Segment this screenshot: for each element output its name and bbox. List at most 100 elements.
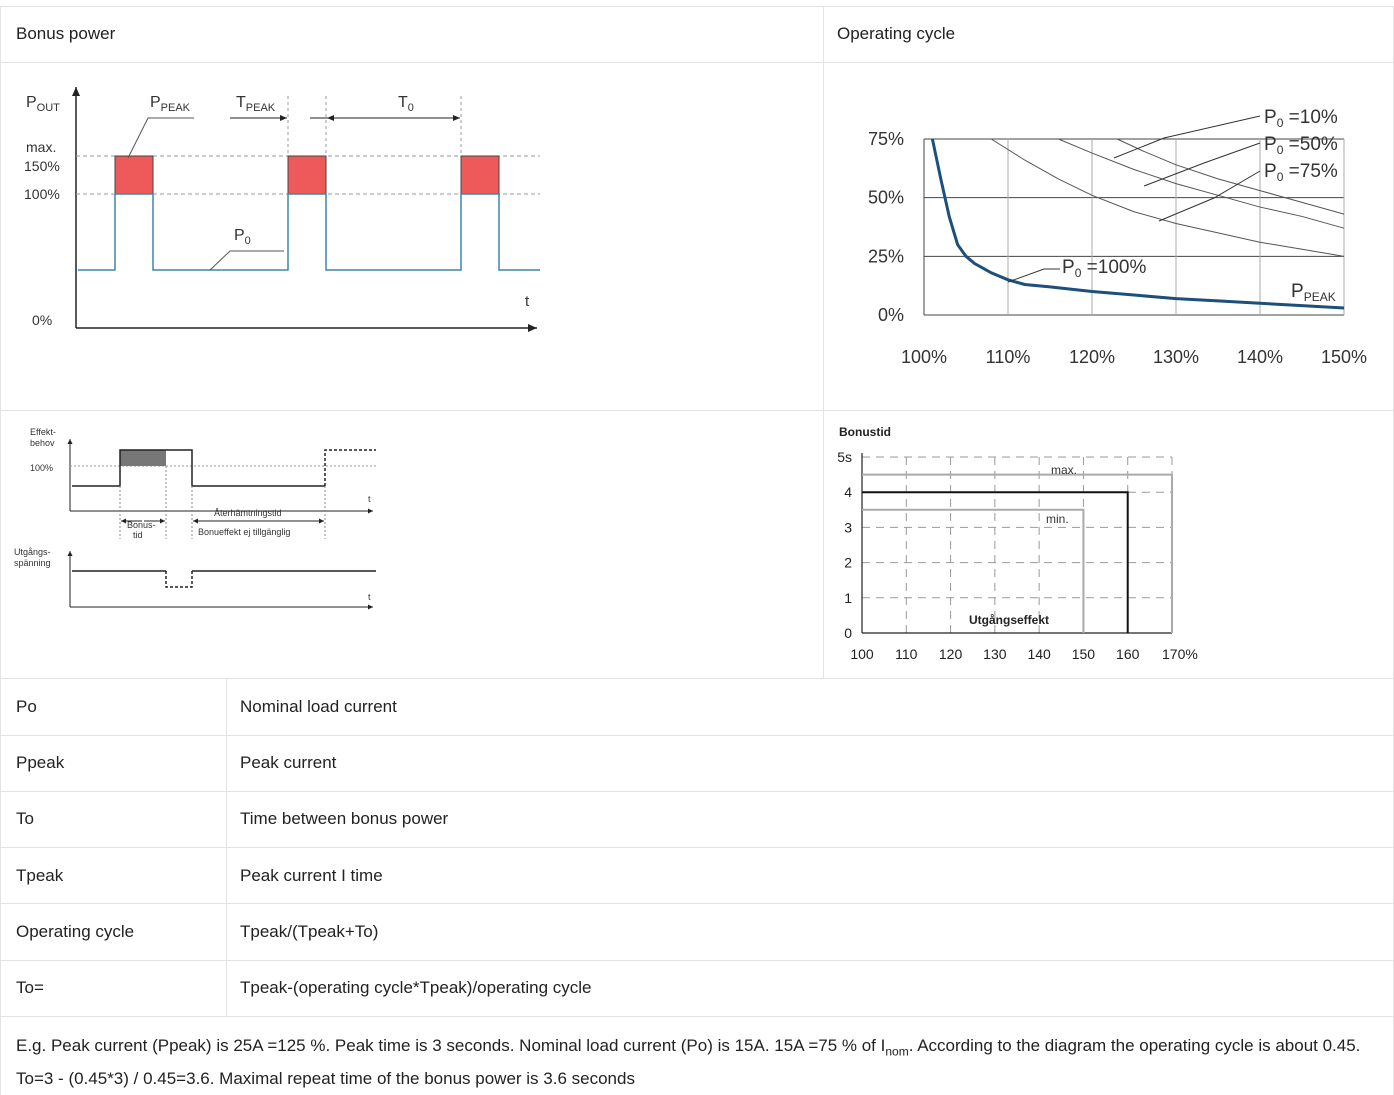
table-row-value: Tpeak-(operating cycle*Tpeak)/operating …	[240, 978, 592, 997]
utgangseffekt-label: Utgångseffekt	[969, 613, 1049, 627]
x-tick-label: 150%	[1321, 347, 1367, 367]
operating-cycle-chart: 100% 110% 120% 130% 140% 150%0%25%50%75% P0 =…	[868, 107, 1367, 367]
ppeak-leader	[127, 117, 194, 159]
series-line	[930, 138, 1345, 310]
table-row-value: Time between bonus power	[240, 809, 449, 828]
y-tick-label: 0%	[878, 305, 904, 325]
peak-block	[287, 155, 327, 195]
p10-leader	[1113, 115, 1261, 159]
utg-label-2: spänning	[14, 558, 51, 568]
table-row-key: To	[16, 809, 34, 828]
y-tick-label: 0	[844, 625, 852, 641]
p75-sub: 0	[1277, 170, 1284, 184]
header-operating-cycle: Operating cycle	[837, 24, 956, 43]
y150-label: 150%	[24, 158, 60, 174]
p100-sub: 0	[1075, 266, 1082, 280]
t0-label: T	[398, 94, 408, 111]
p75-val: =75%	[1283, 161, 1338, 182]
table-row-value: Tpeak/(Tpeak+To)	[240, 922, 379, 941]
p50-label: P	[1264, 134, 1277, 155]
p10-label: P	[1264, 107, 1277, 128]
x-tick-label: 100%	[901, 347, 947, 367]
grid-line	[0, 678, 1394, 679]
svg-text:P0: P0	[234, 227, 251, 247]
p10-sub: 0	[1277, 116, 1284, 130]
max-line-label: max.	[1051, 463, 1077, 477]
series-line	[862, 473, 1173, 633]
series-line	[862, 491, 1129, 633]
series-line	[1058, 138, 1345, 229]
ppeak-label: P	[150, 94, 161, 111]
grid-line	[0, 62, 1394, 63]
ppeak-sub: PEAK	[161, 102, 191, 114]
header-bonus-power: Bonus power	[16, 24, 116, 43]
grid-line	[0, 735, 1394, 736]
grid-line	[0, 847, 1394, 848]
y100-label: 100%	[24, 186, 60, 202]
table-row-value: Peak current	[240, 753, 337, 772]
svg-text:P0 =50%: P0 =50%	[1264, 134, 1338, 157]
effekt-label-2: behov	[30, 438, 55, 448]
x-tick-label: 120%	[1069, 347, 1115, 367]
p75-label: P	[1264, 161, 1277, 182]
p100-val: =100%	[1081, 257, 1146, 278]
y-tick-label: 4	[844, 484, 852, 500]
bonus-time-schematic: Effekt- behov 100% t Bonus- tid Återhämt…	[14, 427, 376, 610]
grid-line	[0, 410, 1394, 411]
t0-sub: 0	[408, 102, 414, 114]
bonus-block	[120, 450, 166, 466]
p100-leader	[1007, 268, 1060, 283]
p50-sub: 0	[1277, 143, 1284, 157]
bonus-label-1: Bonus-	[127, 520, 156, 530]
grid-line	[0, 903, 1394, 904]
svg-text:PPEAK: PPEAK	[150, 94, 191, 114]
p75-leader	[1158, 170, 1261, 222]
peak-block	[460, 155, 500, 195]
pout-sub: OUT	[37, 102, 61, 114]
p100-label: P	[1062, 257, 1075, 278]
table-row-value: Nominal load current	[240, 697, 397, 716]
y-tick-label: 5s	[837, 449, 852, 465]
x-tick-label: 140%	[1237, 347, 1283, 367]
series-line	[862, 508, 1085, 633]
y0-label: 0%	[32, 312, 52, 328]
grid-line	[0, 6, 1, 1095]
svg-text:POUT: POUT	[26, 94, 60, 114]
y-tick-label: 2	[844, 555, 852, 571]
bonustid-chart: Bonustid 100 110 120 130 140 150 160 170% 0 1 2 3 4 5…	[837, 425, 1198, 662]
x-tick-label: 130	[983, 646, 1007, 662]
power-signal	[78, 193, 540, 271]
max-label: max.	[26, 139, 56, 155]
x-tick-label: 140	[1027, 646, 1051, 662]
demand-signal-dotted	[324, 449, 376, 486]
t-axis-label: t	[525, 293, 530, 310]
peak-block	[114, 155, 154, 195]
ppeak-axis-sub: PEAK	[1304, 290, 1336, 304]
tpeak-label: T	[236, 94, 246, 111]
x-tick-label: 110	[895, 646, 918, 662]
y100-label: 100%	[30, 463, 53, 473]
min-line-label: min.	[1046, 512, 1069, 526]
tpeak-sub: PEAK	[246, 102, 276, 114]
bonustid-title: Bonustid	[839, 425, 891, 439]
svg-text:T0: T0	[398, 94, 414, 114]
ppeak-axis-label: P	[1291, 281, 1304, 302]
utg-label-1: Utgångs-	[14, 547, 51, 557]
x-tick-label: 160	[1116, 646, 1140, 662]
p0-sub: 0	[245, 235, 251, 247]
series-line	[1116, 138, 1345, 215]
table-row-key: Operating cycle	[16, 922, 135, 941]
x-tick-label: 100	[850, 646, 874, 662]
grid-line	[0, 1016, 1394, 1017]
p0-leader	[209, 250, 284, 271]
table-row-key: Ppeak	[16, 753, 65, 772]
svg-text:TPEAK: TPEAK	[236, 94, 276, 114]
grid-line	[226, 678, 227, 1016]
y-tick-label: 75%	[868, 129, 904, 149]
bonus-unavailable-label: Bonueffekt ej tillgänglig	[198, 527, 290, 537]
grid-line	[0, 960, 1394, 961]
voltage-dip	[165, 571, 193, 588]
effekt-label-1: Effekt-	[30, 427, 56, 437]
grid-line	[0, 6, 1394, 7]
